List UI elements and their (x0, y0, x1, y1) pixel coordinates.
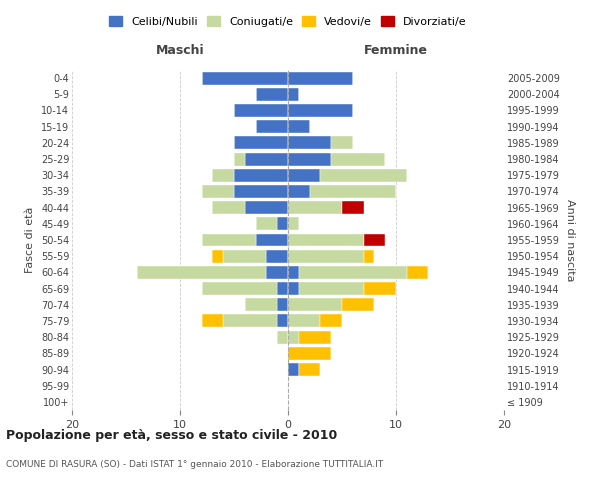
Bar (288, 88, 299, 101)
Bar (288, 234, 364, 246)
Bar (202, 314, 223, 328)
Bar (288, 282, 299, 295)
Bar (277, 298, 288, 311)
Bar (288, 120, 310, 133)
Legend: Celibi/Nubili, Coniugati/e, Vedovi/e, Divorziati/e: Celibi/Nubili, Coniugati/e, Vedovi/e, Di… (106, 13, 470, 30)
Bar (256, 234, 288, 246)
Bar (266, 266, 288, 279)
Text: Femmine: Femmine (364, 44, 428, 57)
Bar (288, 250, 364, 262)
Bar (256, 88, 288, 101)
Y-axis label: Fasce di età: Fasce di età (25, 207, 35, 273)
Bar (245, 201, 288, 214)
Bar (407, 266, 428, 279)
Bar (331, 152, 385, 166)
Bar (299, 330, 331, 344)
Y-axis label: Anni di nascita: Anni di nascita (565, 198, 575, 281)
Bar (364, 234, 385, 246)
Bar (288, 314, 320, 328)
Bar (288, 363, 299, 376)
Bar (320, 169, 407, 181)
Bar (342, 298, 374, 311)
Bar (212, 250, 223, 262)
Bar (288, 266, 299, 279)
Bar (234, 185, 288, 198)
Bar (202, 72, 288, 85)
Bar (310, 185, 396, 198)
Bar (299, 363, 320, 376)
Bar (288, 169, 320, 181)
Bar (288, 347, 331, 360)
Bar (288, 72, 353, 85)
Bar (288, 185, 310, 198)
Bar (256, 120, 288, 133)
Bar (277, 218, 288, 230)
Text: COMUNE DI RASURA (SO) - Dati ISTAT 1° gennaio 2010 - Elaborazione TUTTITALIA.IT: COMUNE DI RASURA (SO) - Dati ISTAT 1° ge… (6, 460, 383, 469)
Bar (288, 218, 299, 230)
Bar (299, 266, 407, 279)
Text: Maschi: Maschi (155, 44, 205, 57)
Bar (234, 152, 245, 166)
Bar (277, 314, 288, 328)
Bar (212, 201, 245, 214)
Bar (234, 169, 288, 181)
Bar (364, 282, 396, 295)
Bar (245, 298, 277, 311)
Bar (288, 136, 331, 149)
Bar (266, 250, 288, 262)
Bar (234, 104, 288, 117)
Bar (245, 152, 288, 166)
Bar (223, 314, 277, 328)
Bar (277, 330, 288, 344)
Bar (202, 282, 277, 295)
Text: Popolazione per età, sesso e stato civile - 2010: Popolazione per età, sesso e stato civil… (6, 430, 337, 442)
Bar (342, 201, 364, 214)
Bar (234, 136, 288, 149)
Bar (256, 218, 277, 230)
Bar (202, 234, 256, 246)
Bar (288, 298, 342, 311)
Bar (288, 104, 353, 117)
Bar (288, 330, 299, 344)
Bar (364, 250, 374, 262)
Bar (277, 282, 288, 295)
Bar (288, 152, 331, 166)
Bar (331, 136, 353, 149)
Bar (212, 169, 234, 181)
Bar (299, 282, 364, 295)
Bar (320, 314, 342, 328)
Bar (137, 266, 266, 279)
Bar (288, 201, 342, 214)
Bar (223, 250, 266, 262)
Bar (202, 185, 234, 198)
